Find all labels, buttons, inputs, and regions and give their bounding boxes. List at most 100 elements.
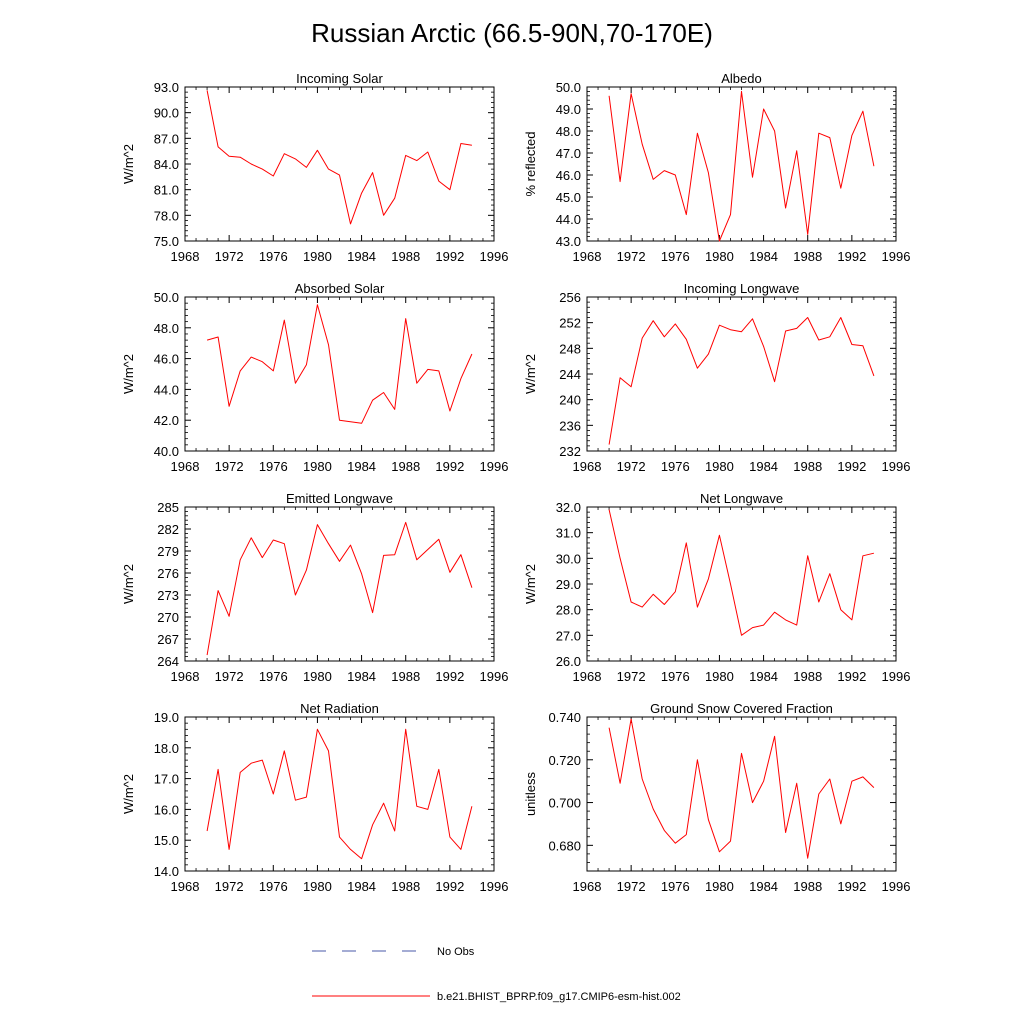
panel-title: Net Longwave — [700, 491, 783, 506]
x-tick-label: 1984 — [749, 879, 778, 894]
y-tick-label: 50.0 — [154, 290, 179, 305]
x-tick-label: 1988 — [793, 249, 822, 264]
y-tick-label: 46.0 — [556, 168, 581, 183]
series-line — [206, 521, 473, 656]
x-tick-label: 1980 — [705, 669, 734, 684]
y-tick-label: 240 — [559, 393, 581, 408]
series-line — [206, 90, 472, 225]
y-tick-label: 15.0 — [154, 833, 179, 848]
x-tick-label: 1968 — [171, 459, 200, 474]
series-line — [206, 728, 473, 860]
x-tick-label: 1996 — [480, 879, 509, 894]
legend: No Obs b.e21.BHIST_BPRP.f09_g17.CMIP6-es… — [312, 946, 681, 1003]
x-tick-label: 1968 — [171, 669, 200, 684]
x-tick-label: 1992 — [435, 249, 464, 264]
x-tick-label: 1972 — [215, 669, 244, 684]
x-tick-label: 1976 — [259, 879, 288, 894]
x-tick-label: 1984 — [347, 249, 376, 264]
y-tick-label: 276 — [157, 566, 179, 581]
chart-panel: 1968 1972 1976 1980 1984 1988 1992 1996 264 267 27… — [121, 491, 508, 684]
x-tick-label: 1976 — [661, 879, 690, 894]
y-tick-label: 50.0 — [556, 80, 581, 95]
x-tick-label: 1988 — [391, 669, 420, 684]
y-axis-label: unitless — [523, 771, 538, 816]
x-tick-label: 1980 — [705, 249, 734, 264]
x-tick-label: 1968 — [573, 249, 602, 264]
y-tick-label: 40.0 — [154, 444, 179, 459]
x-tick-label: 1972 — [215, 249, 244, 264]
y-tick-label: 0.720 — [548, 753, 581, 768]
x-tick-label: 1992 — [837, 669, 866, 684]
chart-panels: 1968 1972 1976 1980 1984 1988 1992 1996 75.0 78.0… — [121, 71, 910, 894]
y-tick-label: 78.0 — [154, 208, 179, 223]
y-tick-label: 267 — [157, 632, 179, 647]
y-tick-label: 42.0 — [154, 413, 179, 428]
y-axis-label: W/m^2 — [523, 354, 538, 394]
y-tick-label: 45.0 — [556, 190, 581, 205]
y-tick-label: 84.0 — [154, 157, 179, 172]
chart-panel: 1968 1972 1976 1980 1984 1988 1992 1996 26.0 27.0… — [523, 491, 910, 684]
x-tick-label: 1980 — [303, 669, 332, 684]
series-line — [206, 304, 473, 424]
x-tick-label: 1972 — [215, 879, 244, 894]
legend-model-label: b.e21.BHIST_BPRP.f09_g17.CMIP6-esm-hist.… — [437, 991, 681, 1003]
x-tick-label: 1980 — [705, 459, 734, 474]
y-tick-label: 93.0 — [154, 80, 179, 95]
x-tick-label: 1968 — [171, 249, 200, 264]
x-tick-label: 1992 — [837, 249, 866, 264]
y-axis-label: W/m^2 — [523, 564, 538, 604]
y-tick-label: 27.0 — [556, 628, 581, 643]
y-tick-label: 43.0 — [556, 234, 581, 249]
x-tick-label: 1980 — [303, 459, 332, 474]
panel-title: Emitted Longwave — [286, 491, 393, 506]
y-tick-label: 49.0 — [556, 102, 581, 117]
y-axis-label: W/m^2 — [121, 144, 136, 184]
y-tick-label: 16.0 — [154, 802, 179, 817]
y-tick-label: 14.0 — [154, 864, 179, 879]
y-tick-label: 46.0 — [154, 352, 179, 367]
y-tick-label: 252 — [559, 316, 581, 331]
series-line — [608, 718, 875, 859]
y-tick-label: 264 — [157, 654, 179, 669]
x-tick-label: 1968 — [573, 669, 602, 684]
y-tick-label: 48.0 — [556, 124, 581, 139]
x-tick-label: 1984 — [749, 459, 778, 474]
chart-panel: 1968 1972 1976 1980 1984 1988 1992 1996 40.0 42.0… — [121, 281, 508, 474]
panel-title: Incoming Longwave — [684, 281, 800, 296]
x-tick-label: 1984 — [347, 669, 376, 684]
y-tick-label: 30.0 — [556, 551, 581, 566]
x-tick-label: 1992 — [435, 459, 464, 474]
y-tick-label: 17.0 — [154, 772, 179, 787]
x-tick-label: 1988 — [391, 879, 420, 894]
chart-panel: 1968 1972 1976 1980 1984 1988 1992 1996 14.0 15.0… — [121, 701, 508, 894]
x-tick-label: 1976 — [661, 249, 690, 264]
chart-panel: 1968 1972 1976 1980 1984 1988 1992 1996 75.0 78.0… — [121, 71, 508, 264]
y-tick-label: 270 — [157, 610, 179, 625]
y-tick-label: 44.0 — [556, 212, 581, 227]
x-tick-label: 1996 — [882, 669, 911, 684]
y-tick-label: 0.740 — [548, 710, 581, 725]
y-tick-label: 236 — [559, 418, 581, 433]
y-tick-label: 75.0 — [154, 234, 179, 249]
x-tick-label: 1988 — [391, 459, 420, 474]
legend-obs-label: No Obs — [437, 946, 475, 958]
y-tick-label: 87.0 — [154, 131, 179, 146]
y-tick-label: 81.0 — [154, 183, 179, 198]
panel-title: Ground Snow Covered Fraction — [650, 701, 833, 716]
chart-panel: 1968 1972 1976 1980 1984 1988 1992 1996 0.680 0.7… — [523, 701, 910, 894]
y-tick-label: 44.0 — [154, 382, 179, 397]
x-tick-label: 1988 — [793, 879, 822, 894]
x-tick-label: 1980 — [303, 879, 332, 894]
y-tick-label: 244 — [559, 367, 581, 382]
x-tick-label: 1988 — [793, 459, 822, 474]
y-tick-label: 282 — [157, 522, 179, 537]
y-axis-label: % reflected — [523, 131, 538, 196]
y-axis-label: W/m^2 — [121, 564, 136, 604]
x-tick-label: 1992 — [435, 669, 464, 684]
x-tick-label: 1984 — [347, 459, 376, 474]
x-tick-label: 1976 — [661, 459, 690, 474]
y-tick-label: 19.0 — [154, 710, 179, 725]
x-tick-label: 1992 — [837, 459, 866, 474]
y-tick-label: 256 — [559, 290, 581, 305]
